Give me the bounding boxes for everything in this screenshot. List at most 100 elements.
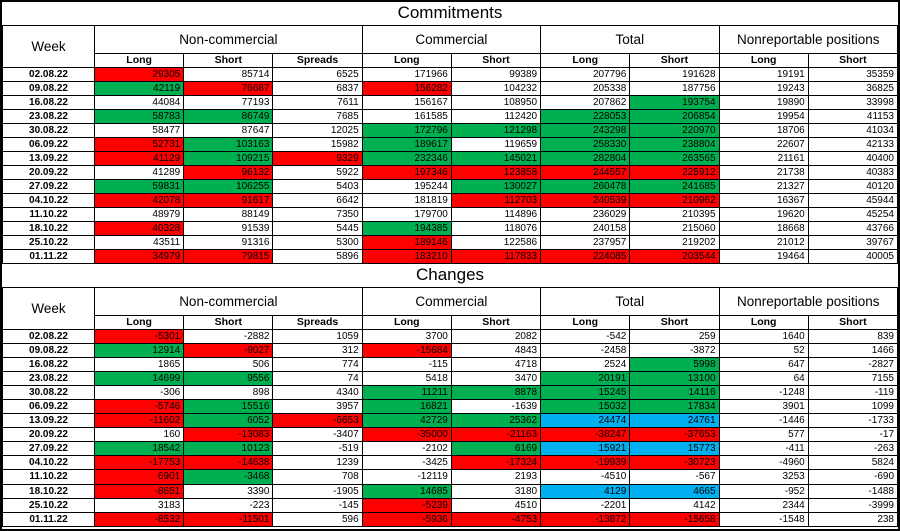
value-cell[interactable]: 3390 — [183, 483, 274, 499]
value-cell[interactable]: 52731 — [93, 136, 185, 152]
value-cell[interactable]: -15684 — [361, 342, 452, 358]
value-cell[interactable]: 21327 — [718, 178, 809, 194]
value-cell[interactable]: 2193 — [450, 469, 542, 485]
value-cell[interactable]: 17834 — [629, 398, 720, 415]
value-cell[interactable]: 19954 — [718, 108, 809, 124]
value-cell[interactable]: -11602 — [93, 413, 185, 429]
value-cell[interactable]: 42078 — [93, 192, 185, 208]
value-cell[interactable]: -14638 — [183, 455, 274, 471]
value-cell[interactable]: 179700 — [361, 206, 452, 222]
value-cell[interactable]: 88149 — [183, 206, 274, 222]
value-cell[interactable]: 119659 — [450, 136, 542, 152]
value-cell[interactable]: 3700 — [361, 328, 452, 344]
value-cell[interactable]: 19890 — [718, 94, 809, 110]
value-cell[interactable]: 1099 — [807, 398, 898, 415]
value-cell[interactable]: 58783 — [93, 108, 185, 124]
value-cell[interactable]: 14685 — [361, 483, 452, 499]
value-cell[interactable]: 22607 — [718, 136, 809, 152]
value-cell[interactable]: 16821 — [361, 398, 452, 415]
value-cell[interactable]: 6052 — [183, 413, 274, 429]
value-cell[interactable]: 42729 — [361, 413, 452, 429]
value-cell[interactable]: 76687 — [183, 80, 274, 96]
value-cell[interactable]: 91316 — [183, 234, 274, 250]
value-cell[interactable]: 16367 — [718, 192, 809, 208]
value-cell[interactable]: 225912 — [629, 164, 720, 180]
value-cell[interactable]: 96132 — [183, 164, 274, 180]
value-cell[interactable]: 12025 — [272, 122, 363, 138]
value-cell[interactable]: 59831 — [93, 178, 185, 194]
value-cell[interactable]: 41289 — [93, 164, 185, 180]
value-cell[interactable]: 258330 — [540, 136, 631, 152]
value-cell[interactable]: 647 — [718, 356, 809, 372]
value-cell[interactable]: 15982 — [272, 136, 363, 152]
value-cell[interactable]: 181819 — [361, 192, 452, 208]
value-cell[interactable]: 74 — [272, 370, 363, 386]
value-cell[interactable]: 52 — [718, 342, 809, 358]
value-cell[interactable]: 79815 — [183, 248, 274, 265]
value-cell[interactable]: 106255 — [183, 178, 274, 194]
value-cell[interactable]: -6653 — [272, 413, 363, 429]
value-cell[interactable]: 108950 — [450, 94, 542, 110]
value-cell[interactable]: 43511 — [93, 234, 185, 250]
value-cell[interactable]: 2524 — [540, 356, 631, 372]
value-cell[interactable]: 4665 — [629, 483, 720, 499]
value-cell[interactable]: -8532 — [93, 511, 185, 528]
value-cell[interactable]: 238 — [807, 511, 898, 528]
value-cell[interactable]: 898 — [183, 384, 274, 400]
week-cell[interactable]: 11.10.22 — [2, 469, 95, 485]
value-cell[interactable]: 3957 — [272, 398, 363, 415]
value-cell[interactable]: 104232 — [450, 80, 542, 96]
week-cell[interactable]: 16.08.22 — [2, 94, 95, 110]
value-cell[interactable]: 187756 — [629, 80, 720, 96]
value-cell[interactable]: 156167 — [361, 94, 452, 110]
value-cell[interactable]: 21012 — [718, 234, 809, 250]
value-cell[interactable]: 4510 — [450, 497, 542, 513]
week-cell[interactable]: 04.10.22 — [2, 192, 95, 208]
value-cell[interactable]: 5300 — [272, 234, 363, 250]
value-cell[interactable]: 103163 — [183, 136, 274, 152]
value-cell[interactable]: 15773 — [629, 441, 720, 457]
value-cell[interactable]: 244557 — [540, 164, 631, 180]
value-cell[interactable]: 1640 — [718, 328, 809, 344]
value-cell[interactable]: -2882 — [183, 328, 274, 344]
value-cell[interactable]: 86749 — [183, 108, 274, 124]
value-cell[interactable]: 6525 — [272, 66, 363, 82]
value-cell[interactable]: 1865 — [93, 356, 185, 372]
value-cell[interactable]: 160 — [93, 427, 185, 443]
value-cell[interactable]: 24761 — [629, 413, 720, 429]
value-cell[interactable]: -1446 — [718, 413, 809, 429]
value-cell[interactable]: 4142 — [629, 497, 720, 513]
week-cell[interactable]: 30.08.22 — [2, 384, 95, 400]
value-cell[interactable]: 6837 — [272, 80, 363, 96]
value-cell[interactable]: 24474 — [540, 413, 631, 429]
value-cell[interactable]: 122586 — [450, 234, 542, 250]
value-cell[interactable]: 203544 — [629, 248, 720, 265]
value-cell[interactable]: 13100 — [629, 370, 720, 386]
value-cell[interactable]: -21163 — [450, 427, 542, 443]
value-cell[interactable]: 21161 — [718, 150, 809, 166]
value-cell[interactable]: 114896 — [450, 206, 542, 222]
value-cell[interactable]: -13872 — [540, 511, 631, 528]
week-cell[interactable]: 23.08.22 — [2, 108, 95, 124]
value-cell[interactable]: -1905 — [272, 483, 363, 499]
value-cell[interactable]: 40383 — [807, 164, 898, 180]
week-cell[interactable]: 11.10.22 — [2, 206, 95, 222]
value-cell[interactable]: 39767 — [807, 234, 898, 250]
value-cell[interactable]: 183210 — [361, 248, 452, 265]
value-cell[interactable]: -5239 — [361, 497, 452, 513]
value-cell[interactable]: 237957 — [540, 234, 631, 250]
value-cell[interactable]: 19464 — [718, 248, 809, 265]
value-cell[interactable]: -145 — [272, 497, 363, 513]
value-cell[interactable]: 41153 — [807, 108, 898, 124]
value-cell[interactable]: 64 — [718, 370, 809, 386]
value-cell[interactable]: 260478 — [540, 178, 631, 194]
value-cell[interactable]: -567 — [629, 469, 720, 485]
value-cell[interactable]: 112420 — [450, 108, 542, 124]
value-cell[interactable]: -952 — [718, 483, 809, 499]
value-cell[interactable]: 18668 — [718, 220, 809, 236]
value-cell[interactable]: 240539 — [540, 192, 631, 208]
week-cell[interactable]: 02.08.22 — [2, 328, 95, 344]
value-cell[interactable]: 774 — [272, 356, 363, 372]
value-cell[interactable]: 40328 — [93, 220, 185, 236]
value-cell[interactable]: 44084 — [93, 94, 185, 110]
